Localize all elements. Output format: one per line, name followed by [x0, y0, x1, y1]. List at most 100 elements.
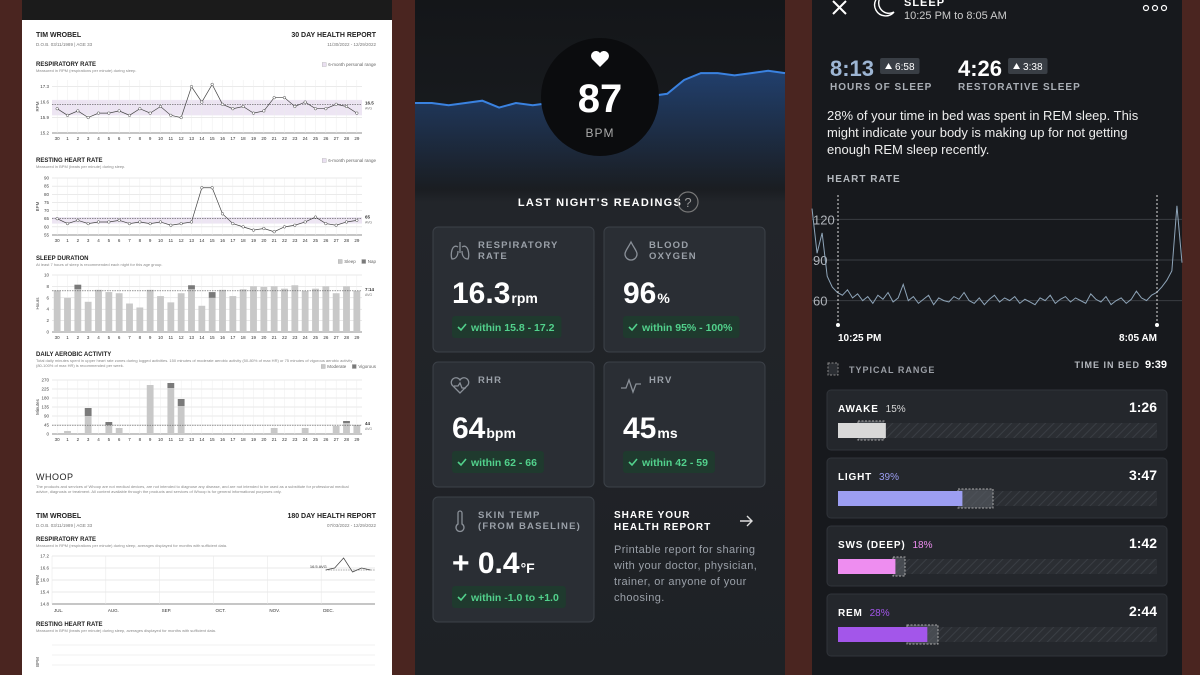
y-tick-label: 4	[46, 307, 49, 312]
x-tick-label: 5	[108, 136, 111, 141]
point	[76, 218, 80, 222]
bar-segment	[250, 286, 257, 332]
x-tick-label: 3	[87, 238, 90, 243]
y-tick-label: 15.4	[40, 590, 49, 595]
stage-name: REM	[838, 608, 863, 619]
bar-segment	[332, 293, 340, 332]
time-dot	[1155, 323, 1159, 327]
axis-label: RPM	[35, 575, 40, 585]
y-tick-label: 17.2	[40, 554, 49, 559]
point	[117, 109, 121, 113]
card-label: RATE	[478, 251, 508, 262]
legend-swatch	[338, 259, 343, 264]
point	[324, 107, 328, 111]
bar-segment	[353, 290, 361, 332]
x-tick-label: 3	[87, 437, 90, 442]
x-tick-label: 7	[128, 238, 131, 243]
y-tick-label: 6	[46, 295, 49, 300]
bar-segment	[64, 431, 71, 434]
x-tick-label: 11	[168, 335, 173, 340]
point	[179, 115, 183, 120]
point	[231, 107, 235, 111]
x-tick-label: 22	[282, 335, 288, 340]
x-tick-label: 12	[179, 437, 185, 442]
share-title: HEALTH REPORT	[614, 522, 711, 533]
point	[262, 226, 266, 231]
close-icon[interactable]	[832, 0, 847, 15]
date-range: 07/03/2022 - 12/29/2022	[327, 523, 377, 528]
x-tick-label: 21	[272, 136, 278, 141]
x-tick-label: 10	[158, 437, 164, 442]
point	[344, 220, 349, 224]
x-tick-label: SEP.	[162, 608, 172, 613]
legend-label: Vigorous	[358, 364, 376, 369]
x-tick-label: 15	[210, 335, 216, 340]
x-tick-label: 24	[303, 335, 309, 340]
menu-dot[interactable]	[1142, 4, 1150, 12]
x-tick-label: 8	[139, 136, 142, 141]
icon	[621, 378, 641, 394]
axis-label: BPM	[35, 201, 40, 211]
point	[282, 225, 287, 229]
x-tick-label: 27	[334, 437, 340, 442]
stage-percent: 28%	[870, 608, 890, 619]
y-tick-label: 85	[44, 184, 50, 189]
x-tick-label: 2	[77, 238, 80, 243]
bar-segment	[188, 289, 195, 332]
point	[344, 104, 349, 109]
card-label: HRV	[649, 375, 673, 386]
x-tick-label: 24	[303, 136, 309, 141]
point	[210, 82, 214, 86]
x-tick-label: 18	[241, 335, 247, 340]
x-tick-label: 29	[354, 437, 360, 442]
time-in-bed-label: TIME IN BED	[1074, 360, 1140, 370]
brand: WHOOP	[36, 472, 74, 482]
x-tick-label: 14	[199, 238, 205, 243]
x-tick-label: DEC.	[323, 608, 334, 613]
x-tick-label: 28	[344, 238, 350, 243]
name: TIM WROBEL	[36, 513, 82, 520]
x-tick-label: 10	[158, 136, 164, 141]
y-tick-label: 90	[44, 414, 50, 419]
menu-dot[interactable]	[1151, 4, 1159, 12]
point	[138, 220, 142, 224]
icon	[450, 377, 470, 394]
bar-segment	[53, 290, 61, 332]
arrow-icon[interactable]	[740, 515, 753, 527]
x-tick-label: 1	[66, 136, 69, 141]
y-tick-label: 80	[44, 192, 50, 197]
x-tick-label: 22	[282, 437, 288, 442]
time-dot	[836, 323, 840, 327]
range-pill	[623, 316, 740, 338]
bar-segment	[177, 399, 185, 406]
bar-segment	[353, 425, 361, 434]
x-tick-label: 23	[292, 238, 298, 243]
bar-segment	[239, 289, 247, 332]
start-time: 10:25 PM	[838, 333, 881, 344]
x-tick-label: 22	[282, 136, 288, 141]
bar-segment	[270, 286, 278, 332]
stage-bar	[838, 559, 896, 574]
point	[251, 111, 256, 115]
bar-segment	[74, 284, 82, 290]
range-text: within 42 - 59	[641, 457, 708, 469]
stage-duration: 1:42	[1129, 535, 1157, 551]
point	[169, 223, 173, 227]
bar-segment	[177, 293, 185, 332]
bar-segment	[343, 421, 350, 423]
y-tick-label: 75	[44, 200, 50, 205]
x-tick-label: 20	[261, 335, 267, 340]
point	[324, 222, 328, 226]
x-tick-label: 6	[118, 335, 121, 340]
x-tick-label: 26	[323, 136, 329, 141]
date-range: 11/30/2022 - 12/29/2022	[327, 42, 376, 47]
point	[117, 218, 121, 222]
point	[262, 109, 266, 113]
icon	[455, 510, 465, 533]
menu-dot[interactable]	[1160, 4, 1168, 12]
x-tick-label: 29	[354, 238, 360, 243]
x-tick-label: 4	[97, 335, 100, 340]
bar-segment	[157, 296, 164, 332]
bar-segment	[301, 290, 309, 332]
range-text: within 95% - 100%	[641, 322, 733, 334]
